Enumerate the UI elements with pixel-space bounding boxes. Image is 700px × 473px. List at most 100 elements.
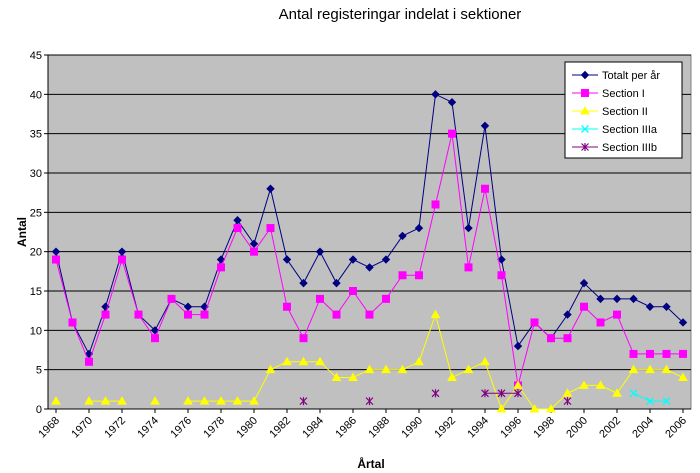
data-point [529,403,540,413]
data-point [250,247,258,256]
data-point [365,310,374,319]
data-point [612,294,622,304]
legend: Totalt per år Section I Section II Section … [564,61,683,159]
y-tick-label: 40 [30,89,42,101]
data-point [645,302,655,311]
data-point [497,271,506,280]
legend-swatch-marker [580,105,590,115]
data-point [282,356,292,366]
y-tick-label: 10 [30,325,42,337]
data-point [51,247,61,256]
data-point [265,364,276,374]
x-tick-label: 2006 [663,415,689,441]
data-point [68,318,77,327]
data-point [118,255,126,264]
data-point [348,255,358,264]
data-point [283,302,291,311]
x-tick-label: 1970 [69,415,95,441]
data-point [431,389,440,398]
data-point [150,396,160,405]
data-point [299,334,308,343]
data-point [596,294,605,304]
data-point [662,349,671,358]
series-4 [629,389,671,406]
data-point [183,396,193,405]
x-tick-label: 2000 [564,415,590,441]
series-layer [51,90,688,413]
y-tick-label: 35 [30,129,42,141]
data-point [183,302,193,311]
legend-label: Section IIIa [602,124,658,136]
legend-swatch-marker [580,70,590,80]
data-point [513,380,523,389]
data-point [299,278,308,288]
data-point [596,318,605,327]
x-tick-label: 1976 [168,415,194,441]
data-point [563,310,572,319]
data-point [447,372,457,382]
x-tick-label: 1992 [432,415,458,441]
x-tick-label: 1984 [300,415,326,441]
x-tick-label: 1994 [465,415,491,441]
data-point [628,364,639,374]
data-point [216,396,226,405]
data-point [199,396,210,405]
legend-label: Section I [602,88,645,100]
data-point [430,309,441,319]
data-point [167,294,176,303]
data-point [349,287,357,295]
data-point [481,389,489,398]
data-point [579,278,589,288]
data-point [612,388,622,397]
data-point [266,184,275,193]
data-point [447,97,457,107]
data-point [249,239,259,249]
data-point [84,396,94,405]
legend-item: Totalt per år [572,70,660,82]
data-point [414,223,424,233]
data-point [595,380,606,389]
y-tick-label: 25 [30,207,42,219]
series-2 [52,129,687,390]
data-point [514,389,522,398]
data-point [299,397,308,406]
data-point [546,403,556,413]
data-point [232,396,243,405]
y-tick-label: 0 [36,404,42,416]
data-point [580,302,588,311]
data-point [496,403,507,413]
data-point [364,364,375,374]
data-point [331,372,342,382]
y-tick-label: 30 [30,168,42,180]
data-point [678,318,688,327]
data-point [398,231,407,241]
data-point [184,310,192,319]
data-point [497,255,506,264]
data-point [563,397,572,406]
data-point [629,349,638,358]
y-tick-label: 20 [30,247,42,259]
data-point [629,389,638,398]
data-point [117,396,127,405]
data-point [217,263,225,272]
data-point [646,349,654,358]
data-point [431,200,440,209]
legend-swatch-marker [581,125,589,133]
data-point [463,364,474,374]
data-point [629,294,638,304]
data-point [85,357,93,366]
data-point [480,356,490,366]
data-point [316,294,324,303]
data-point [134,310,143,319]
data-point [381,364,391,374]
legend-label: Section II [602,106,648,118]
data-point [382,294,390,303]
data-point [480,121,490,131]
data-point [52,255,60,264]
data-point [101,310,110,319]
data-point [414,356,424,366]
x-tick-label: 1974 [135,415,161,441]
data-point [497,389,506,398]
x-tick-label: 1972 [102,415,128,441]
data-point [298,356,309,366]
